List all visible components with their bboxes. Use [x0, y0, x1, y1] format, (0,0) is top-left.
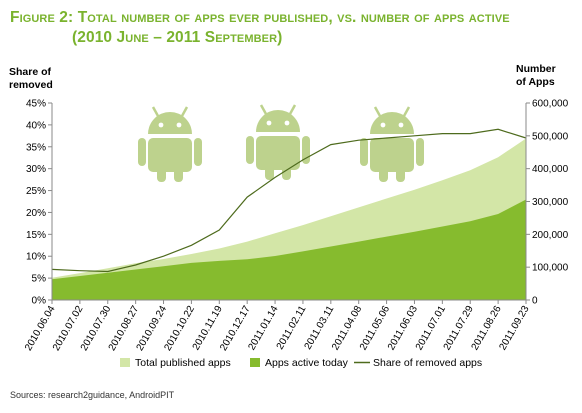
left-axis-tick-label: 10%	[26, 252, 46, 263]
left-axis-title-line2: removed	[9, 79, 53, 91]
android-leg	[379, 168, 388, 182]
android-eye	[398, 122, 404, 128]
android-antenna	[180, 106, 189, 117]
left-axis-title: Share of removed	[9, 66, 79, 92]
android-mascot-icon	[360, 106, 424, 182]
android-antenna	[259, 104, 268, 115]
android-eye	[284, 120, 290, 126]
left-axis-tick-label: 20%	[26, 208, 46, 219]
left-axis-tick-label: 30%	[26, 164, 46, 175]
chart-legend: Total published apps Apps active today Sha…	[120, 357, 482, 369]
android-mascot-icon	[138, 106, 202, 182]
android-eye	[158, 122, 164, 128]
android-leg	[157, 168, 166, 182]
chart-title-line1: Figure 2: Total number of apps ever publ…	[10, 9, 510, 26]
android-antenna	[373, 106, 382, 117]
right-axis-tick-label: 400,000	[532, 164, 569, 175]
android-body	[256, 136, 300, 170]
legend-share-removed-label: Share of removed apps	[373, 357, 482, 369]
android-leg	[174, 168, 183, 182]
android-arm	[416, 138, 424, 166]
legend-active-apps-swatch	[250, 358, 260, 367]
chart-areas	[51, 128, 527, 300]
right-axis-tick-label: 600,000	[532, 99, 569, 110]
left-axis-tick-label: 40%	[26, 120, 46, 131]
android-arm	[194, 138, 202, 166]
android-eye	[266, 120, 272, 126]
android-leg	[265, 166, 274, 180]
left-axis-tick-label: 45%	[26, 99, 46, 110]
right-axis-tick-label: 0	[532, 296, 538, 307]
android-body	[148, 138, 192, 172]
source-note: Sources: research2guidance, AndroidPIT	[10, 390, 175, 400]
series-active-apps-area	[52, 199, 526, 300]
legend-active-apps-label: Apps active today	[265, 357, 349, 369]
right-axis-title-line1: Number	[516, 63, 556, 75]
chart-title: Figure 2: Total number of apps ever publ…	[10, 8, 510, 48]
android-antenna	[288, 104, 297, 115]
legend-total-published-swatch	[120, 358, 130, 367]
android-head	[256, 110, 300, 132]
left-axis-tick-label: 25%	[26, 186, 46, 197]
right-axis-title-line2: of Apps	[516, 76, 555, 88]
legend-total-published-label: Total published apps	[135, 357, 231, 369]
android-arm	[360, 138, 368, 166]
right-axis-tick-label: 200,000	[532, 230, 569, 241]
right-axis-title: Number of Apps	[516, 63, 580, 89]
android-head	[148, 112, 192, 134]
right-axis-tick-label: 300,000	[532, 197, 569, 208]
android-mascot-icon	[246, 104, 310, 180]
left-axis-tick-label: 5%	[32, 274, 47, 285]
android-head	[370, 112, 414, 134]
left-axis-tick-label: 0%	[32, 296, 47, 307]
android-body	[370, 138, 414, 172]
left-axis-tick-label: 35%	[26, 142, 46, 153]
android-arm	[246, 136, 254, 164]
android-mascots	[138, 104, 424, 182]
android-eye	[380, 122, 386, 128]
right-axis-tick-label: 100,000	[532, 263, 569, 274]
left-axis-tick-label: 15%	[26, 230, 46, 241]
android-antenna	[402, 106, 411, 117]
android-leg	[396, 168, 405, 182]
series-share-removed-line	[51, 128, 527, 273]
chart-title-line2: (2010 June – 2011 September)	[72, 29, 283, 46]
right-axis-tick-label: 500,000	[532, 131, 569, 142]
left-axis-title-line1: Share of	[9, 66, 52, 78]
android-eye	[176, 122, 182, 128]
android-antenna	[151, 106, 160, 117]
android-arm	[138, 138, 146, 166]
